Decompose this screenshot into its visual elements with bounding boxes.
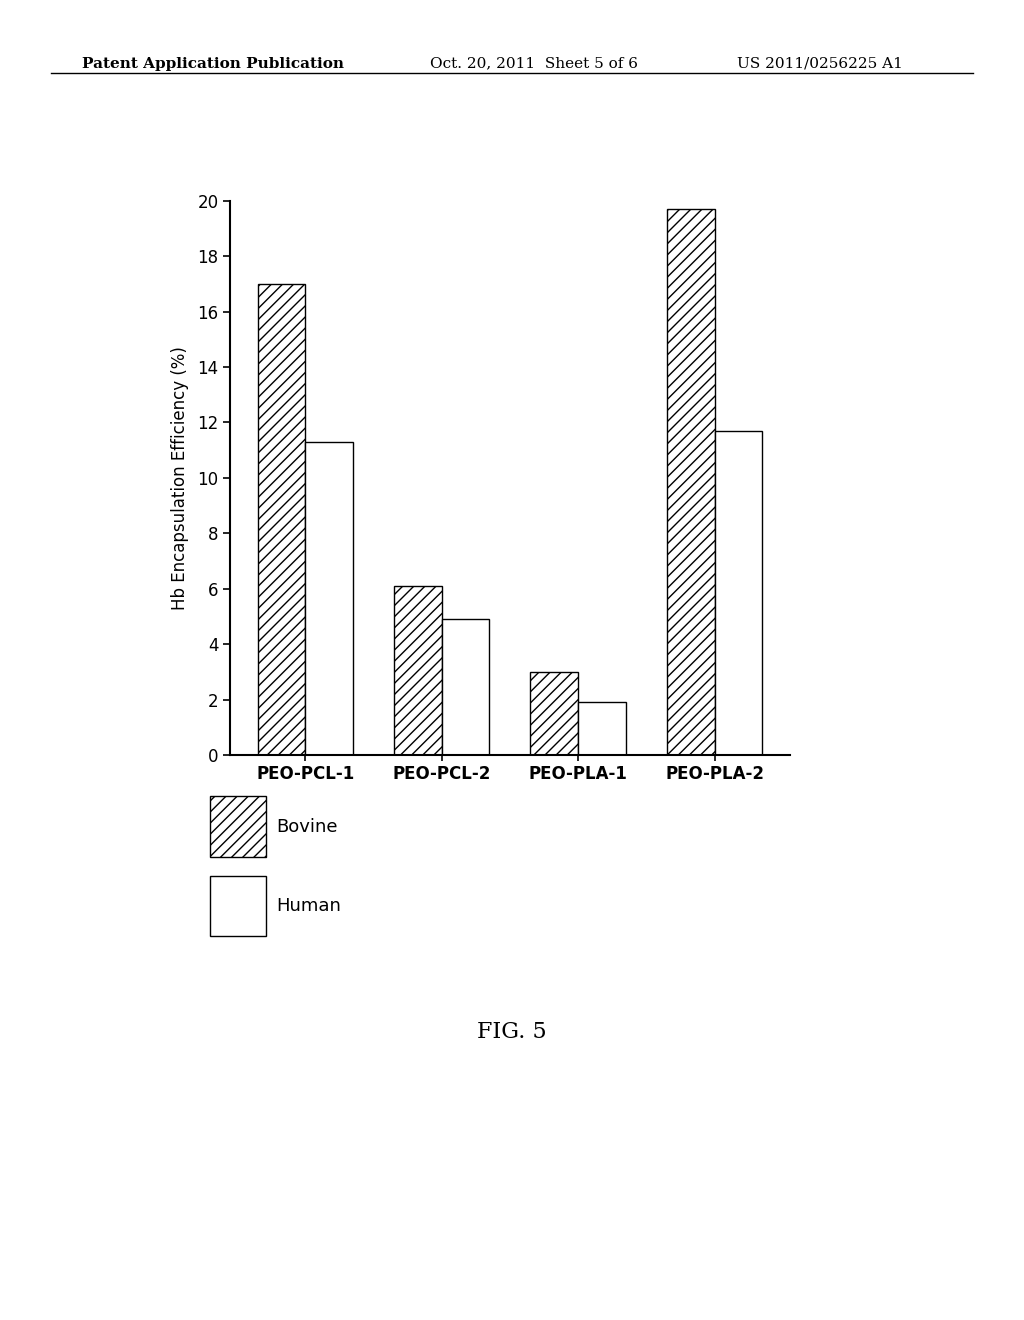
Bar bbox=[667, 209, 715, 755]
Text: US 2011/0256225 A1: US 2011/0256225 A1 bbox=[737, 57, 903, 71]
Text: Patent Application Publication: Patent Application Publication bbox=[82, 57, 344, 71]
FancyBboxPatch shape bbox=[210, 875, 266, 936]
Bar bbox=[258, 284, 305, 755]
Text: Oct. 20, 2011  Sheet 5 of 6: Oct. 20, 2011 Sheet 5 of 6 bbox=[430, 57, 638, 71]
Text: Bovine: Bovine bbox=[276, 817, 338, 836]
Bar bbox=[305, 442, 353, 755]
Y-axis label: Hb Encapsulation Efficiency (%): Hb Encapsulation Efficiency (%) bbox=[171, 346, 189, 610]
Bar bbox=[715, 430, 762, 755]
Text: FIG. 5: FIG. 5 bbox=[477, 1022, 547, 1043]
FancyBboxPatch shape bbox=[210, 796, 266, 857]
Bar bbox=[394, 586, 441, 755]
Bar bbox=[441, 619, 489, 755]
Text: Human: Human bbox=[276, 896, 341, 915]
Bar bbox=[530, 672, 579, 755]
Bar bbox=[579, 702, 626, 755]
